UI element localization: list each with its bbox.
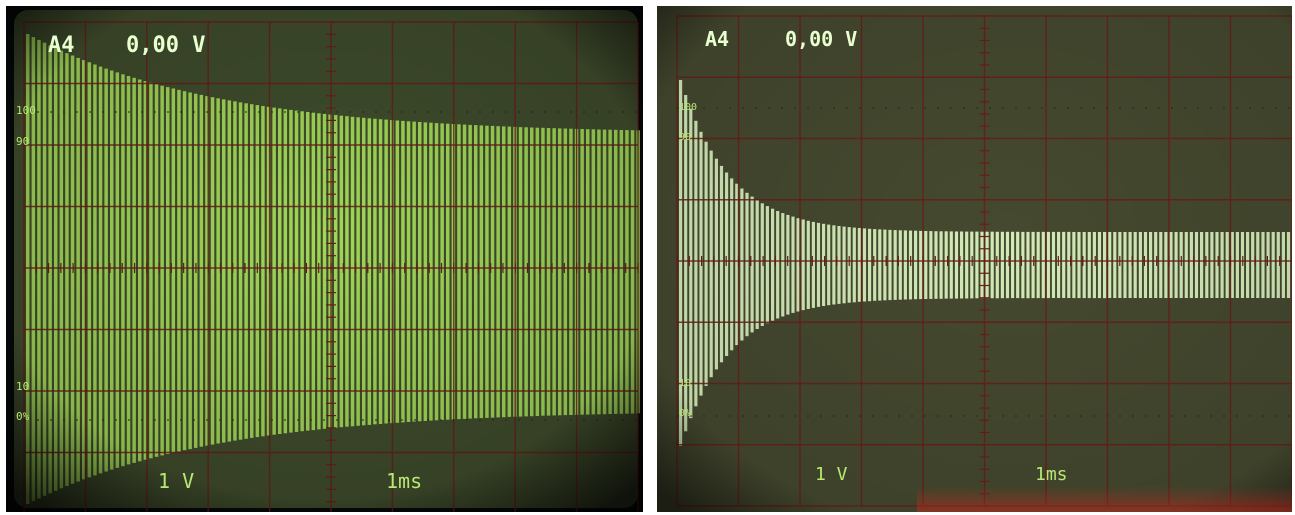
scale-label-0-percent: 0% [16, 410, 30, 423]
offset-readout: 0,00 V [126, 33, 205, 58]
volts-per-div-label: 1 V [158, 469, 194, 493]
oscilloscope-photo-left: A4 0,00 V 100 90 10 0% 1 V 1ms [6, 6, 643, 512]
red-glare [917, 486, 1292, 512]
scale-label-90: 90 [16, 135, 29, 148]
scale-label-0-percent: 0% [679, 408, 691, 419]
screen-vignette [657, 6, 1292, 512]
volts-per-div-label: 1 V [815, 464, 848, 485]
time-per-div-label: 1ms [1035, 464, 1068, 485]
oscilloscope-screen-right: A4 0,00 V 100 90 10 0% 1 V 1ms [657, 6, 1292, 512]
scale-label-100: 100 [16, 104, 36, 117]
offset-readout: 0,00 V [785, 27, 857, 51]
scale-label-100: 100 [679, 102, 697, 113]
time-per-div-label: 1ms [386, 469, 422, 493]
oscilloscope-screen-left: A4 0,00 V 100 90 10 0% 1 V 1ms [6, 6, 643, 512]
oscilloscope-photo-right: A4 0,00 V 100 90 10 0% 1 V 1ms [657, 6, 1292, 512]
screen-vignette [6, 6, 643, 512]
channel-label: A4 [705, 27, 729, 51]
scale-label-90: 90 [679, 132, 691, 143]
scale-label-10: 10 [16, 380, 29, 393]
channel-label: A4 [48, 33, 75, 58]
scale-label-10: 10 [679, 378, 691, 389]
